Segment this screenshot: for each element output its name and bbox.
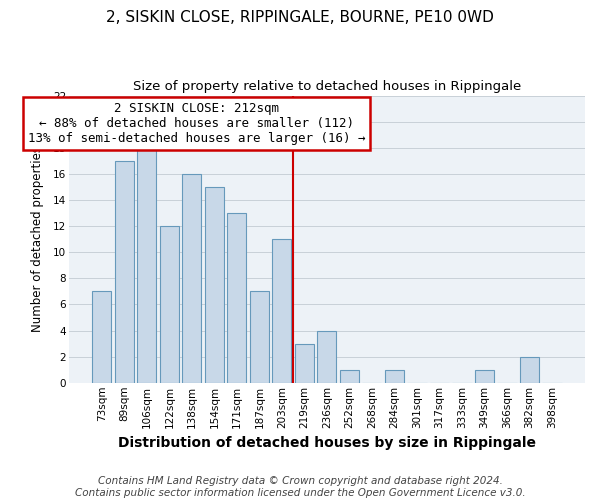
Bar: [317, 330, 337, 383]
Bar: [295, 344, 314, 383]
Bar: [272, 239, 292, 383]
Bar: [160, 226, 179, 383]
Bar: [250, 292, 269, 383]
X-axis label: Distribution of detached houses by size in Rippingale: Distribution of detached houses by size …: [118, 436, 536, 450]
Bar: [385, 370, 404, 383]
Bar: [340, 370, 359, 383]
Bar: [475, 370, 494, 383]
Text: 2, SISKIN CLOSE, RIPPINGALE, BOURNE, PE10 0WD: 2, SISKIN CLOSE, RIPPINGALE, BOURNE, PE1…: [106, 10, 494, 25]
Y-axis label: Number of detached properties: Number of detached properties: [31, 146, 44, 332]
Bar: [115, 161, 134, 383]
Bar: [182, 174, 202, 383]
Bar: [227, 213, 247, 383]
Text: Contains HM Land Registry data © Crown copyright and database right 2024.
Contai: Contains HM Land Registry data © Crown c…: [74, 476, 526, 498]
Bar: [137, 148, 157, 383]
Bar: [520, 356, 539, 383]
Text: 2 SISKIN CLOSE: 212sqm
← 88% of detached houses are smaller (112)
13% of semi-de: 2 SISKIN CLOSE: 212sqm ← 88% of detached…: [28, 102, 365, 145]
Bar: [205, 187, 224, 383]
Title: Size of property relative to detached houses in Rippingale: Size of property relative to detached ho…: [133, 80, 521, 93]
Bar: [92, 292, 112, 383]
